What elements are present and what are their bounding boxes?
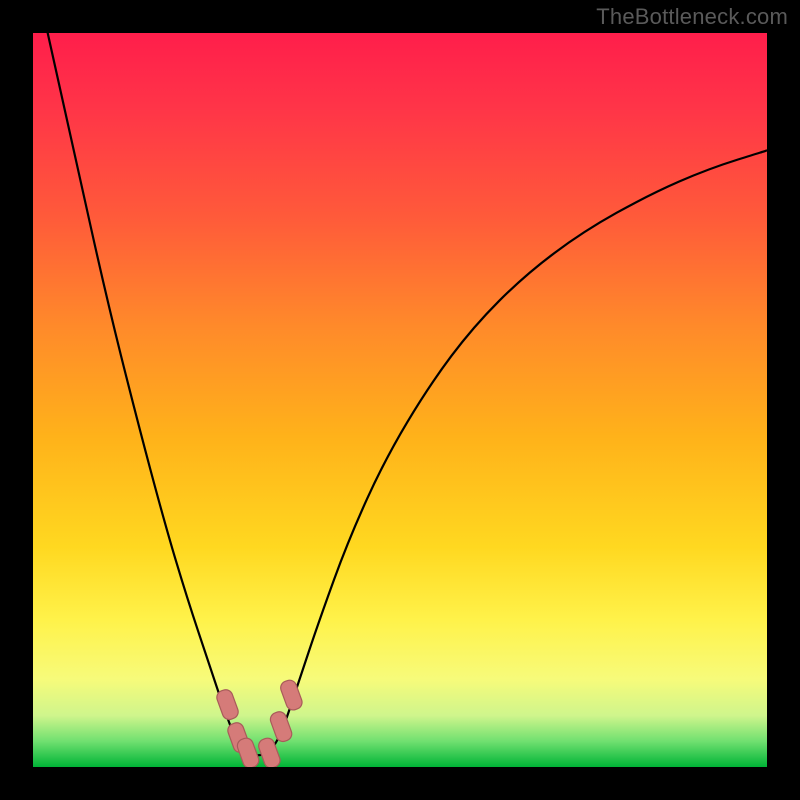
chart-container: TheBottleneck.com [0, 0, 800, 800]
watermark-text: TheBottleneck.com [596, 4, 788, 30]
gradient-background [33, 33, 767, 767]
plot-area [33, 33, 767, 767]
plot-svg [33, 33, 767, 767]
